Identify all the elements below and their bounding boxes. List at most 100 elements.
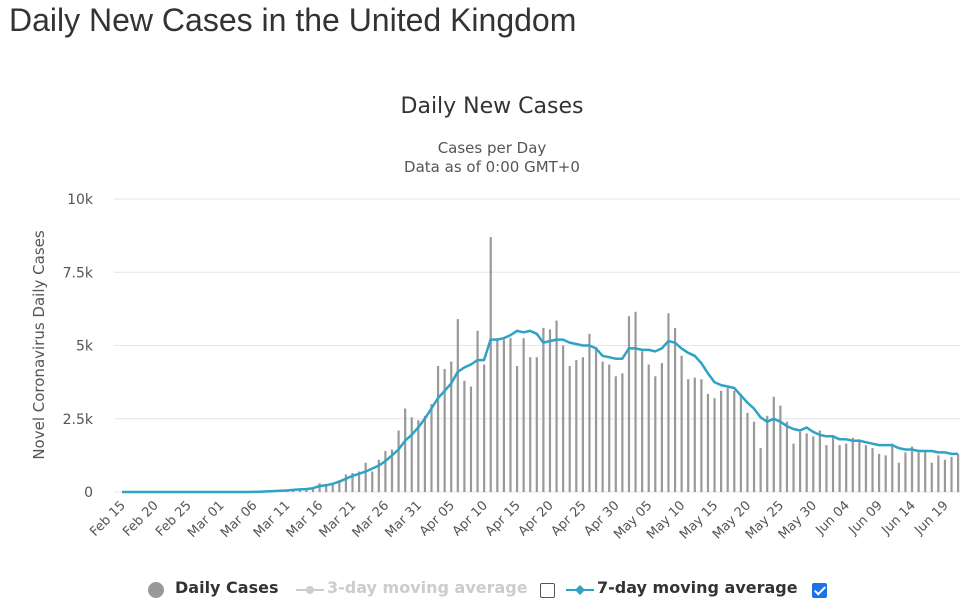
bar-day-60[interactable] xyxy=(515,366,519,492)
daily-cases-legend-symbol[interactable] xyxy=(146,580,166,600)
bar-day-65[interactable] xyxy=(548,329,552,492)
bar-day-83[interactable] xyxy=(667,313,670,492)
bar-day-80[interactable] xyxy=(647,364,650,492)
bar-day-85[interactable] xyxy=(680,355,683,492)
bar-day-51[interactable] xyxy=(456,319,459,492)
bar-day-100[interactable] xyxy=(779,405,782,492)
bar-day-29[interactable] xyxy=(311,487,315,492)
bar-day-118[interactable] xyxy=(897,462,900,492)
bar-day-54[interactable] xyxy=(476,330,479,492)
bar-day-93[interactable] xyxy=(733,390,736,492)
bar-day-67[interactable] xyxy=(562,345,565,493)
bar-day-36[interactable] xyxy=(357,471,361,492)
bar-day-58[interactable] xyxy=(502,339,505,492)
bar-day-101[interactable] xyxy=(785,421,789,492)
bar-day-110[interactable] xyxy=(845,443,848,492)
bar-day-102[interactable] xyxy=(792,443,795,492)
bar-day-109[interactable] xyxy=(838,445,841,492)
bar-day-123[interactable] xyxy=(930,462,933,492)
legend-item-3-day-moving-average[interactable]: 3-day moving average xyxy=(327,578,528,597)
bar-day-44[interactable] xyxy=(410,417,413,492)
bar-day-106[interactable] xyxy=(818,430,821,492)
bar-day-82[interactable] xyxy=(660,363,663,492)
seven-day-legend-symbol[interactable] xyxy=(566,580,594,600)
bar-day-64[interactable] xyxy=(542,327,545,492)
legend-item-daily-cases[interactable]: Daily Cases xyxy=(175,578,279,597)
bar-day-124[interactable] xyxy=(937,455,940,492)
bar-day-105[interactable] xyxy=(812,436,815,492)
bar-day-117[interactable] xyxy=(891,443,894,492)
bar-day-104[interactable] xyxy=(805,433,808,492)
bar-day-121[interactable] xyxy=(917,452,920,492)
bar-day-91[interactable] xyxy=(720,390,723,492)
bar-day-89[interactable] xyxy=(706,393,710,492)
bar-day-40[interactable] xyxy=(384,450,387,492)
bar-day-57[interactable] xyxy=(496,338,499,492)
seven-day-average-line[interactable] xyxy=(122,329,958,494)
bar-day-52[interactable] xyxy=(463,380,466,492)
bar-day-81[interactable] xyxy=(654,376,657,492)
bar-day-53[interactable] xyxy=(469,386,473,492)
bar-day-59[interactable] xyxy=(509,338,512,492)
bar-day-111[interactable] xyxy=(851,437,854,492)
bar-day-30[interactable] xyxy=(318,483,321,492)
bar-day-115[interactable] xyxy=(878,453,881,492)
bar-day-46[interactable] xyxy=(423,415,427,492)
legend-item-7-day-moving-average[interactable]: 7-day moving average xyxy=(597,578,798,597)
bar-day-99[interactable] xyxy=(772,396,775,492)
bar-day-32[interactable] xyxy=(331,484,334,492)
bar-day-79[interactable] xyxy=(641,351,644,492)
bar-day-126[interactable] xyxy=(950,456,953,492)
bar-day-112[interactable] xyxy=(858,439,861,492)
bar-day-90[interactable] xyxy=(713,398,716,492)
bar-day-45[interactable] xyxy=(417,420,420,492)
7-day-moving-average-checkbox[interactable] xyxy=(812,583,827,598)
bar-day-77[interactable] xyxy=(627,316,631,492)
three-day-legend-marker[interactable] xyxy=(306,586,314,594)
bar-day-66[interactable] xyxy=(555,320,558,492)
bar-day-119[interactable] xyxy=(904,452,907,492)
bar-day-113[interactable] xyxy=(864,445,868,492)
daily-cases-bars[interactable] xyxy=(252,237,960,493)
bar-day-37[interactable] xyxy=(364,462,367,492)
bar-day-55[interactable] xyxy=(483,364,486,492)
bar-day-56[interactable] xyxy=(489,237,492,492)
bar-day-122[interactable] xyxy=(924,450,927,492)
bar-day-71[interactable] xyxy=(588,333,591,492)
bar-day-94[interactable] xyxy=(739,393,742,492)
bar-day-48[interactable] xyxy=(436,366,440,492)
bar-day-72[interactable] xyxy=(594,346,598,492)
bar-day-86[interactable] xyxy=(687,379,690,492)
bar-day-43[interactable] xyxy=(404,408,407,492)
bar-day-61[interactable] xyxy=(522,338,525,492)
bar-day-107[interactable] xyxy=(825,445,828,492)
bar-day-95[interactable] xyxy=(746,412,749,492)
seven-day-legend-marker[interactable] xyxy=(575,585,585,595)
bar-day-68[interactable] xyxy=(568,366,571,492)
bar-day-49[interactable] xyxy=(443,368,446,492)
bar-day-88[interactable] xyxy=(700,379,703,492)
bar-day-87[interactable] xyxy=(693,377,696,492)
bar-day-97[interactable] xyxy=(759,448,762,492)
bar-day-33[interactable] xyxy=(338,480,341,492)
bar-day-120[interactable] xyxy=(910,446,914,492)
bar-day-31[interactable] xyxy=(325,486,328,492)
bar-day-98[interactable] xyxy=(766,415,769,492)
bar-day-42[interactable] xyxy=(397,430,400,492)
bar-day-103[interactable] xyxy=(799,431,802,492)
bar-day-125[interactable] xyxy=(943,459,947,492)
bar-day-69[interactable] xyxy=(575,360,578,492)
bar-day-47[interactable] xyxy=(430,404,433,492)
bar-day-127[interactable] xyxy=(957,453,960,492)
bar-day-74[interactable] xyxy=(608,364,611,492)
bar-day-38[interactable] xyxy=(371,471,374,492)
bar-day-78[interactable] xyxy=(634,311,637,492)
bar-day-84[interactable] xyxy=(673,327,677,492)
bar-day-75[interactable] xyxy=(614,376,617,492)
bar-day-35[interactable] xyxy=(351,472,354,492)
bar-day-41[interactable] xyxy=(390,449,394,492)
moving-average-line-layer[interactable] xyxy=(122,329,958,494)
bar-day-39[interactable] xyxy=(377,459,380,492)
bar-day-34[interactable] xyxy=(344,474,348,492)
bar-day-96[interactable] xyxy=(752,421,756,492)
